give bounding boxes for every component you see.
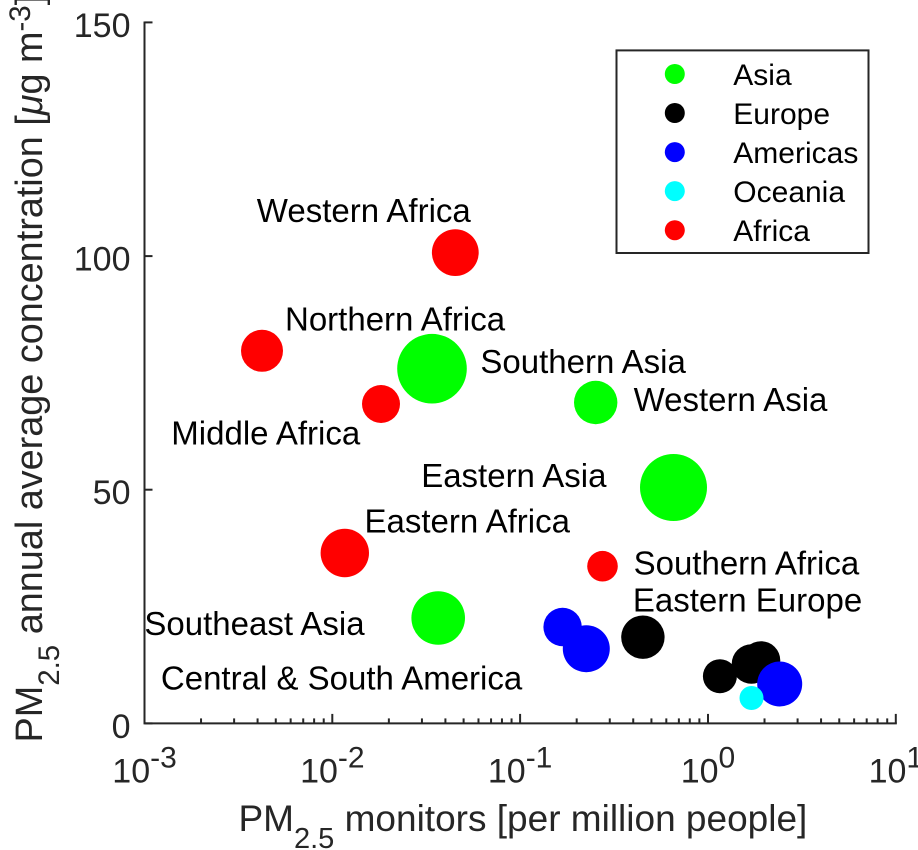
svg-text:10: 10 [112, 753, 150, 791]
svg-text:Northern Africa: Northern Africa [285, 300, 506, 337]
svg-text:100: 100 [74, 241, 131, 279]
svg-text:Southeast Asia: Southeast Asia [144, 605, 365, 642]
svg-text:Western Asia: Western Asia [634, 381, 828, 418]
svg-text:Asia: Asia [733, 59, 792, 92]
svg-text:10: 10 [488, 753, 526, 791]
svg-text:10: 10 [681, 753, 719, 791]
svg-text:Southern Asia: Southern Asia [480, 343, 686, 380]
svg-text:-1: -1 [526, 742, 553, 775]
svg-text:Middle Africa: Middle Africa [171, 415, 361, 452]
svg-text:1: 1 [906, 742, 918, 775]
svg-text:150: 150 [74, 7, 131, 45]
svg-text:-3: -3 [150, 742, 177, 775]
svg-text:Southern Africa: Southern Africa [634, 545, 860, 582]
svg-text:Europe: Europe [733, 98, 830, 131]
svg-text:0: 0 [112, 708, 131, 746]
svg-text:Eastern Europe: Eastern Europe [633, 582, 862, 619]
svg-text:0: 0 [719, 742, 736, 775]
svg-text:Oceania: Oceania [733, 176, 845, 209]
svg-text:Western Africa: Western Africa [257, 192, 472, 229]
svg-text:-2: -2 [338, 742, 365, 775]
svg-text:Eastern Africa: Eastern Africa [365, 503, 571, 540]
svg-text:10: 10 [869, 753, 907, 791]
svg-text:Americas: Americas [733, 137, 858, 170]
svg-text:10: 10 [300, 753, 338, 791]
svg-text:Africa: Africa [733, 215, 810, 248]
svg-text:50: 50 [93, 474, 131, 512]
svg-text:Eastern Asia: Eastern Asia [421, 457, 607, 494]
svg-text:Central & South America: Central & South America [161, 659, 523, 696]
